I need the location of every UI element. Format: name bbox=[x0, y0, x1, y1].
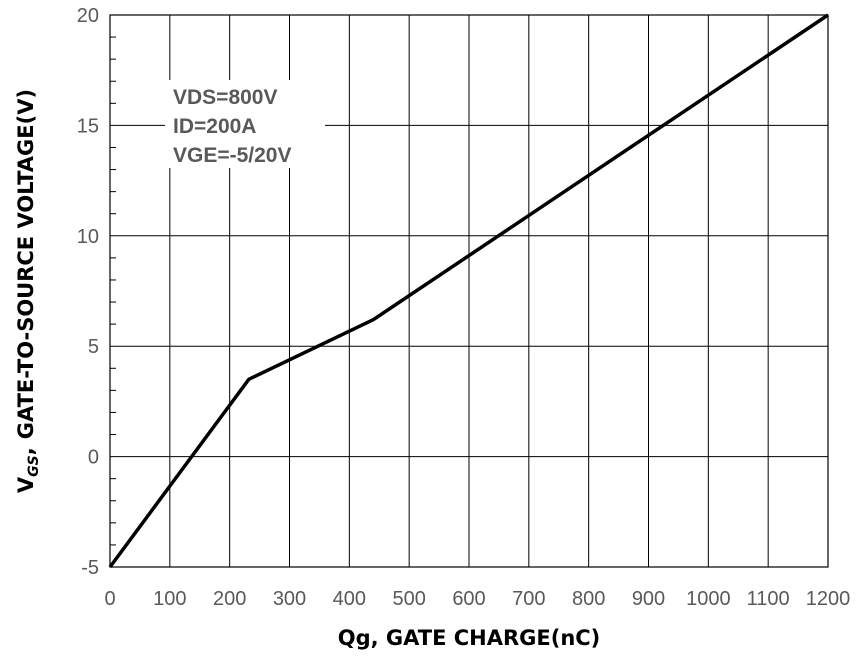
grid-lines bbox=[110, 15, 828, 567]
x-tick-label-4: 400 bbox=[333, 588, 366, 610]
y-tick-label-3: 10 bbox=[77, 226, 99, 248]
plot-frame bbox=[109, 14, 829, 568]
y-axis-title-suffix: , bbox=[14, 447, 38, 455]
x-tick-labels: 0 100 200 300 400 500 600 700 800 900 1000 1100 1200 bbox=[104, 588, 850, 610]
y-tick-label-1: 0 bbox=[88, 447, 99, 469]
x-tick-label-6: 600 bbox=[452, 588, 485, 610]
x-tick-label-9: 900 bbox=[632, 588, 665, 610]
y-tick-labels: -5 0 5 10 15 20 bbox=[77, 5, 99, 579]
y-tick-label-4: 15 bbox=[77, 115, 99, 137]
annotation-line-vge: VGE=-5/20V bbox=[173, 144, 291, 167]
x-tick-label-5: 500 bbox=[392, 588, 425, 610]
annotation-line-id: ID=200A bbox=[173, 115, 256, 138]
x-tick-label-11: 1100 bbox=[747, 588, 790, 610]
y-axis-title-text: GATE-TO-SOURCE VOLTAGE(V) bbox=[14, 89, 38, 439]
y-tick-label-5: 20 bbox=[77, 5, 99, 27]
x-tick-label-12: 1200 bbox=[806, 588, 851, 610]
annotation-background bbox=[165, 80, 325, 168]
minor-ticks bbox=[110, 36, 116, 546]
y-axis-title-symbol: V bbox=[14, 476, 38, 493]
annotation-line-vds: VDS=800V bbox=[173, 86, 278, 109]
y-tick-label-2: 5 bbox=[88, 336, 99, 358]
x-tick-label-0: 0 bbox=[104, 588, 115, 610]
x-tick-label-2: 200 bbox=[213, 588, 246, 610]
series-group bbox=[108, 13, 829, 569]
x-axis-title: Qg, GATE CHARGE(nC) bbox=[338, 626, 601, 650]
x-tick-label-8: 800 bbox=[572, 588, 605, 610]
series-line-0 bbox=[108, 13, 829, 569]
x-tick-label-10: 1000 bbox=[686, 588, 731, 610]
y-tick-label-0: -5 bbox=[81, 557, 99, 579]
x-tick-label-1: 100 bbox=[153, 588, 186, 610]
x-tick-label-3: 300 bbox=[273, 588, 306, 610]
x-tick-label-7: 700 bbox=[512, 588, 545, 610]
annotation-box: VDS=800V ID=200A VGE=-5/20V bbox=[165, 80, 325, 168]
y-axis-title-subscript: GS bbox=[26, 455, 42, 477]
y-axis-title: VGS, GATE-TO-SOURCE VOLTAGE(V) bbox=[14, 89, 42, 493]
